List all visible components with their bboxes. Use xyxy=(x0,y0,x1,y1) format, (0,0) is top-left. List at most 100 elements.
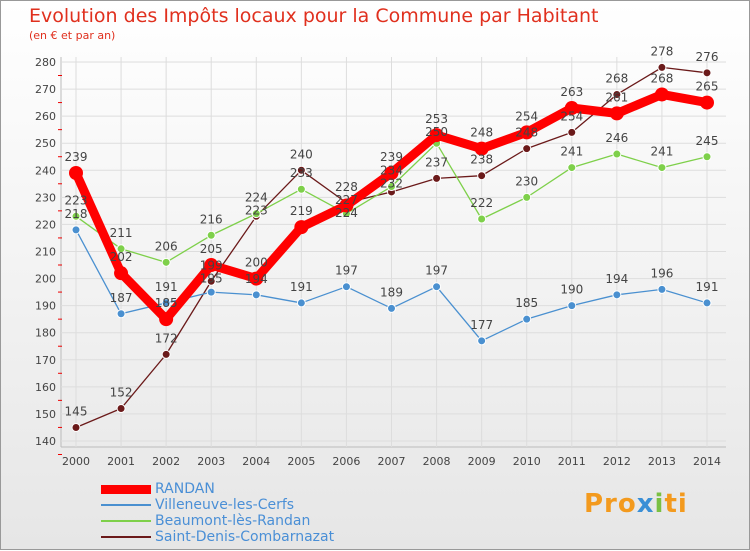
data-label: 194 xyxy=(605,272,628,286)
data-label: 234 xyxy=(380,164,403,178)
data-point xyxy=(702,68,712,78)
data-label: 219 xyxy=(290,204,313,218)
x-tick-label: 2001 xyxy=(107,455,135,468)
data-point xyxy=(71,211,81,221)
data-label: 238 xyxy=(470,153,493,167)
data-point xyxy=(567,127,577,137)
data-label: 246 xyxy=(605,131,628,145)
y-tick-label: 220 xyxy=(35,218,56,231)
legend-swatch xyxy=(101,484,151,494)
data-label: 197 xyxy=(425,264,448,278)
x-tick-label: 2003 xyxy=(197,455,225,468)
legend-item: RANDAN xyxy=(101,481,334,497)
data-label: 218 xyxy=(65,207,88,221)
data-point xyxy=(206,287,216,297)
y-tick-label: 190 xyxy=(35,300,56,313)
data-point xyxy=(116,244,126,254)
data-point xyxy=(702,152,712,162)
data-point xyxy=(657,62,667,72)
data-point xyxy=(432,173,442,183)
chart-subtitle: (en € et par an) xyxy=(29,29,116,42)
data-label: 239 xyxy=(380,150,403,164)
data-label: 239 xyxy=(65,150,88,164)
data-point xyxy=(249,271,264,286)
data-label: 216 xyxy=(200,212,223,226)
data-point xyxy=(477,214,487,224)
legend-label: RANDAN xyxy=(155,481,215,497)
data-label: 241 xyxy=(650,145,673,159)
data-point xyxy=(612,290,622,300)
data-label: 222 xyxy=(470,196,493,210)
data-point xyxy=(296,298,306,308)
data-point xyxy=(339,198,354,213)
data-label: 197 xyxy=(335,264,358,278)
data-point xyxy=(296,184,306,194)
data-label: 253 xyxy=(425,112,448,126)
data-point xyxy=(116,404,126,414)
data-label: 223 xyxy=(65,193,88,207)
data-point xyxy=(116,309,126,319)
x-tick-label: 2005 xyxy=(287,455,315,468)
data-point xyxy=(206,276,216,286)
data-label: 196 xyxy=(650,266,673,280)
data-point xyxy=(71,422,81,432)
y-tick-label: 250 xyxy=(35,137,56,150)
data-label: 185 xyxy=(515,296,538,310)
data-label: 189 xyxy=(380,285,403,299)
x-tick-label: 2009 xyxy=(468,455,496,468)
x-tick-label: 2004 xyxy=(242,455,270,468)
legend-item: Saint-Denis-Combarnazat xyxy=(101,529,334,545)
data-point xyxy=(700,95,714,110)
data-point xyxy=(296,165,306,175)
y-tick-label: 270 xyxy=(35,83,56,96)
data-point xyxy=(341,282,351,292)
data-label: 241 xyxy=(560,145,583,159)
data-label: 233 xyxy=(290,166,313,180)
data-point xyxy=(522,144,532,154)
data-point xyxy=(251,209,261,219)
x-tick-label: 2000 xyxy=(62,455,90,468)
proxiti-logo: Proxiti xyxy=(584,489,688,519)
data-point xyxy=(432,282,442,292)
data-label: 265 xyxy=(696,80,719,94)
legend-item: Beaumont-lès-Randan xyxy=(101,513,334,529)
data-point xyxy=(387,303,396,313)
y-tick-label: 200 xyxy=(35,273,56,286)
data-label: 152 xyxy=(110,386,133,400)
legend-swatch xyxy=(101,520,151,522)
data-point xyxy=(251,290,261,300)
data-point xyxy=(387,182,396,192)
legend-label: Villeneuve-les-Cerfs xyxy=(155,497,295,513)
chart-title: Evolution des Impôts locaux pour la Comm… xyxy=(29,5,599,27)
x-tick-label: 2008 xyxy=(423,455,451,468)
data-label: 248 xyxy=(470,126,493,140)
data-point xyxy=(657,284,667,294)
y-tick-label: 150 xyxy=(35,408,56,421)
data-label: 187 xyxy=(110,291,133,305)
data-point xyxy=(384,165,399,180)
data-point xyxy=(477,336,487,346)
legend-label: Saint-Denis-Combarnazat xyxy=(155,529,335,545)
x-tick-label: 2002 xyxy=(152,455,180,468)
data-point xyxy=(114,266,129,281)
data-label: 228 xyxy=(335,180,358,194)
data-label: 263 xyxy=(560,85,583,99)
data-label: 199 xyxy=(200,258,223,272)
data-label: 278 xyxy=(650,44,673,58)
data-point xyxy=(654,87,669,102)
data-label: 223 xyxy=(245,204,268,218)
data-label: 248 xyxy=(515,126,538,140)
data-point xyxy=(161,349,171,359)
x-tick-label: 2014 xyxy=(693,455,721,468)
data-label: 268 xyxy=(605,71,628,85)
y-tick-label: 230 xyxy=(35,191,56,204)
data-point xyxy=(294,220,309,235)
data-point xyxy=(204,258,219,273)
data-point xyxy=(567,301,577,311)
x-tick-label: 2006 xyxy=(332,455,360,468)
data-point xyxy=(429,128,444,143)
x-tick-label: 2011 xyxy=(558,455,586,468)
data-point xyxy=(69,165,83,180)
